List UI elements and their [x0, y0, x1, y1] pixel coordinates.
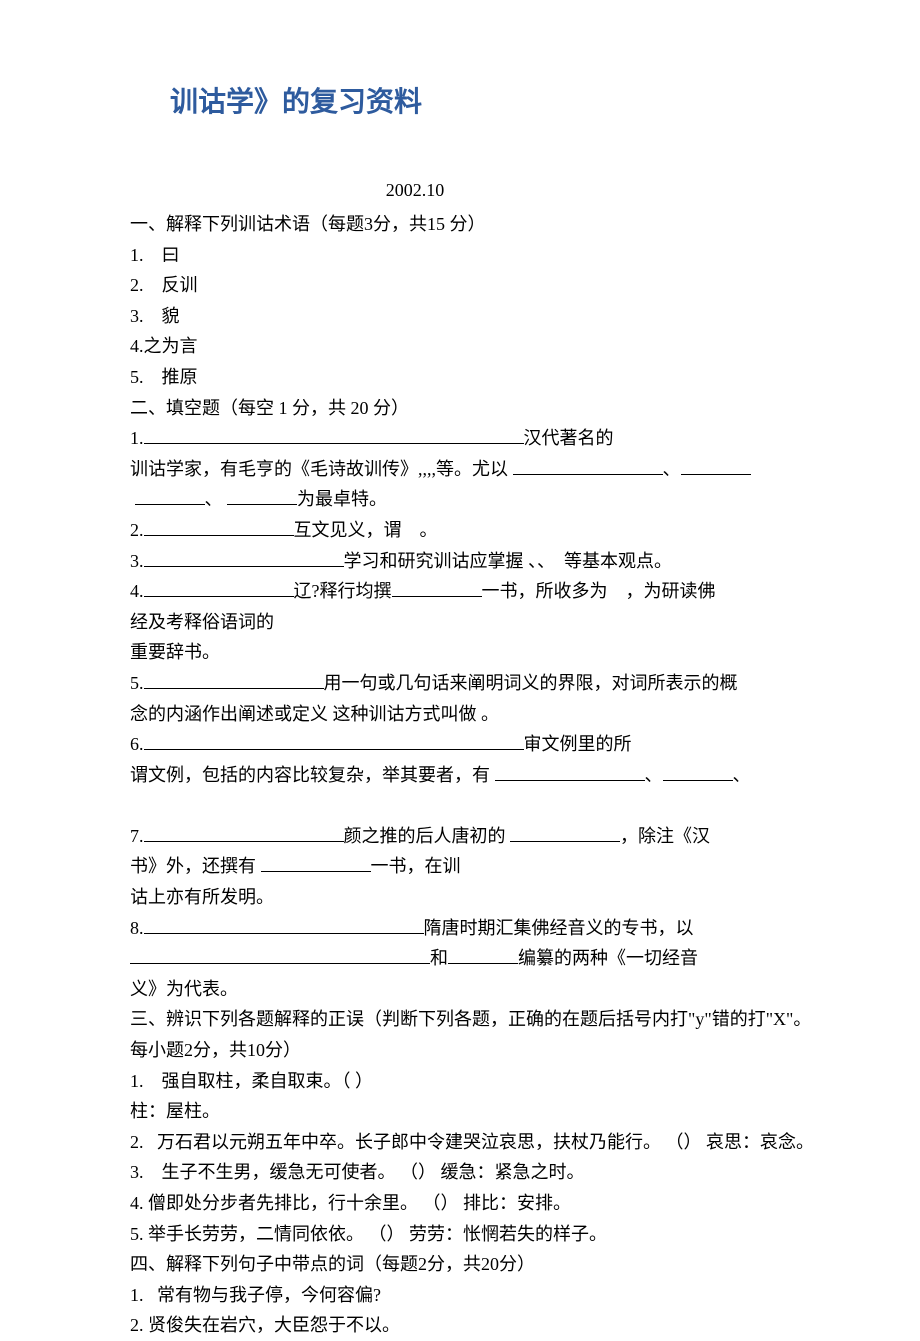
section2-q5-line1: 5. 用一句或几句话来阐明词义的界限，对词所表示的概: [130, 668, 820, 699]
q6-a: 6.: [130, 734, 144, 754]
blank-field[interactable]: [144, 732, 524, 750]
q6-line2b: 、: [645, 765, 663, 785]
q5-a: 5.: [130, 673, 144, 693]
section2-q8-line1: 8. 隋唐时期汇集佛经音义的专书，以: [130, 913, 820, 944]
section2-q7-line1: 7. 颜之推的后人唐初的 ，除注《汉: [130, 821, 820, 852]
section1-heading: 一、解释下列训诂术语（每题3分，共15 分）: [130, 209, 820, 240]
q4-c: 一书，所收多为 ，为研读佛: [482, 581, 716, 601]
section4-item-2: 2. 贤俊失在岩穴，大臣怨于不以。: [130, 1310, 820, 1341]
blank-field[interactable]: [135, 487, 205, 505]
blank-field[interactable]: [144, 426, 524, 444]
blank-field[interactable]: [261, 854, 371, 872]
blank-field[interactable]: [495, 763, 645, 781]
blank-field[interactable]: [663, 763, 733, 781]
section2-q3: 3. 学习和研究训诂应掌握 、、 等基本观点。: [130, 546, 820, 577]
section2-heading: 二、填空题（每空 1 分，共 20 分）: [130, 393, 820, 424]
q7-line2a: 书》外，还撰有: [130, 856, 261, 876]
blank-field[interactable]: [510, 824, 620, 842]
date-line: 2002.10: [10, 180, 820, 201]
q6-line2c: 、: [733, 765, 751, 785]
section1-item-4: 4.之为言: [130, 331, 820, 362]
q8-line2b: 编纂的两种《一切经音: [518, 948, 698, 968]
q2-a: 2.: [130, 520, 144, 540]
q7-c: ，除注《汉: [620, 826, 710, 846]
page-title: 训诂学》的复习资料: [170, 80, 820, 120]
section3-heading: 三、辨识下列各题解释的正误（判断下列各题，正确的在题后括号内打"y"错的打"X"…: [130, 1004, 820, 1065]
blank-field[interactable]: [513, 457, 663, 475]
q7-line2b: 一书，在训: [371, 856, 461, 876]
blank-field[interactable]: [144, 518, 294, 536]
section3-item-3: 3. 生子不生男，缓急无可使者。 （） 缓急：紧急之时。: [130, 1157, 820, 1188]
q8-b: 隋唐时期汇集佛经音义的专书，以: [424, 918, 694, 938]
q8-line2a: 和: [430, 948, 448, 968]
q6-line2a: 谓文例，包括的内容比较复杂，举其要者，有: [130, 765, 495, 785]
section2-q6-line2: 谓文例，包括的内容比较复杂，举其要者，有 、 、: [130, 760, 820, 791]
section2-q2: 2. 互文见义，谓 。: [130, 515, 820, 546]
q5-b: 用一句或几句话来阐明词义的界限，对词所表示的概: [324, 673, 738, 693]
section2-q8-line3: 义》为代表。: [130, 974, 820, 1005]
q3-b: 学习和研究训诂应掌握 、、 等基本观点。: [344, 551, 673, 571]
section2-q1-line2: 训诂学家，有毛亨的《毛诗故训传》,,,,等。尤以 、: [130, 454, 820, 485]
section1-item-1: 1. 曰: [130, 240, 820, 271]
q1-line2a: 训诂学家，有毛亨的《毛诗故训传》,,,,等。尤以: [130, 459, 513, 479]
section2-q4-line2: 经及考释俗语词的: [130, 607, 820, 638]
q1-line3b: 、: [205, 489, 228, 509]
section2-q4-line3: 重要辞书。: [130, 637, 820, 668]
q3-a: 3.: [130, 551, 144, 571]
q1-line2b: 、: [663, 459, 681, 479]
section3-item-2: 2. 万石君以元朔五年中卒。长子郎中令建哭泣哀思，扶杖乃能行。 （） 哀思：哀念…: [130, 1127, 820, 1158]
blank-field[interactable]: [130, 946, 430, 964]
section2-q7-line3: 诂上亦有所发明。: [130, 882, 820, 913]
q2-b: 互文见义，谓 。: [294, 520, 438, 540]
q1-tail: 汉代著名的: [524, 428, 614, 448]
section2-q1-line3: 、 为最卓特。: [130, 484, 820, 515]
section2-q1-line1: 1.汉代著名的: [130, 423, 820, 454]
q7-a: 7.: [130, 826, 144, 846]
blank-field[interactable]: [144, 916, 424, 934]
section4-heading: 四、解释下列句子中带点的词（每题2分，共20分）: [130, 1249, 820, 1280]
section2-q6-line1: 6. 审文例里的所: [130, 729, 820, 760]
blank-field[interactable]: [144, 824, 344, 842]
section3-item-5: 5. 举手长劳劳，二情同依依。 （） 劳劳：怅惘若失的样子。: [130, 1219, 820, 1250]
section1-item-5: 5. 推原: [130, 362, 820, 393]
q8-a: 8.: [130, 918, 144, 938]
section3-item-4: 4. 僧即处分步者先排比，行十余里。 （） 排比：安排。: [130, 1188, 820, 1219]
section2-q4-line1: 4. 辽?释行均撰 一书，所收多为 ，为研读佛: [130, 576, 820, 607]
blank-field[interactable]: [227, 487, 297, 505]
blank-field[interactable]: [144, 671, 324, 689]
section1-item-3: 3. 貌: [130, 301, 820, 332]
q4-a: 4.: [130, 581, 144, 601]
section2-q6-line3: [130, 790, 820, 821]
section3-item-1: 1. 强自取柱，柔自取束。（ ）: [130, 1066, 820, 1097]
blank-field[interactable]: [392, 579, 482, 597]
section2-q8-line2: 和 编纂的两种《一切经音: [130, 943, 820, 974]
blank-field[interactable]: [144, 549, 344, 567]
blank-field[interactable]: [144, 579, 294, 597]
section3-item-1b: 柱：屋柱。: [130, 1096, 820, 1127]
q7-b: 颜之推的后人唐初的: [344, 826, 511, 846]
section2-q5-line2: 念的内涵作出阐述或定义 这种训诂方式叫做 。: [130, 699, 820, 730]
blank-field[interactable]: [448, 946, 518, 964]
q6-b: 审文例里的所: [524, 734, 632, 754]
section1-item-2: 2. 反训: [130, 270, 820, 301]
q1-line3c: 为最卓特。: [297, 489, 387, 509]
blank-field[interactable]: [681, 457, 751, 475]
q4-b: 辽?释行均撰: [294, 581, 392, 601]
section4-item-1: 1. 常有物与我子停，今何容偏?: [130, 1280, 820, 1311]
section2-q7-line2: 书》外，还撰有 一书，在训: [130, 851, 820, 882]
